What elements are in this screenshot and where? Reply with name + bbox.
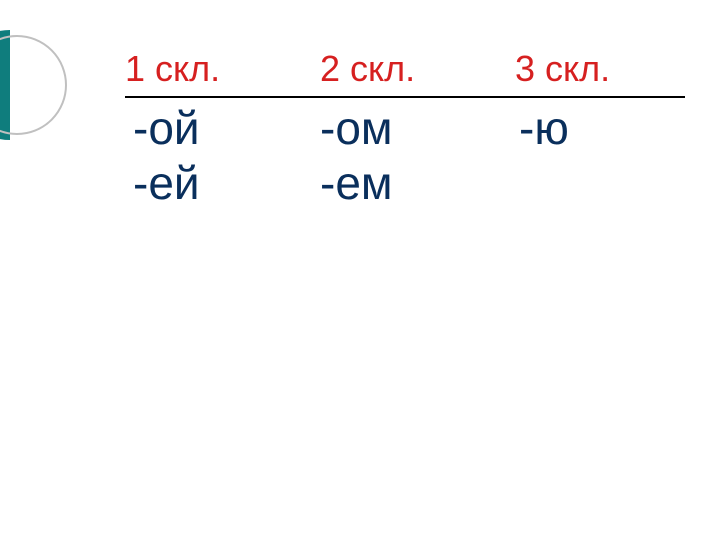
slide-decoration: [0, 30, 65, 140]
header-col1: 1 скл.: [125, 48, 320, 90]
cell: -ю: [515, 102, 685, 155]
table-row: -ей -ем: [125, 157, 685, 210]
table-row: -ой -ом -ю: [125, 102, 685, 155]
table-headers: 1 скл. 2 скл. 3 скл.: [125, 48, 685, 98]
header-col3: 3 скл.: [515, 48, 685, 90]
header-col2: 2 скл.: [320, 48, 515, 90]
cell: [515, 157, 685, 210]
cell: -ой: [125, 102, 320, 155]
table-rows: -ой -ом -ю -ей -ем: [125, 102, 685, 210]
cell: -ом: [320, 102, 515, 155]
circle-outline: [0, 35, 67, 135]
declension-table: 1 скл. 2 скл. 3 скл. -ой -ом -ю -ей -ем: [125, 48, 685, 210]
cell: -ей: [125, 157, 320, 210]
cell: -ем: [320, 157, 515, 210]
